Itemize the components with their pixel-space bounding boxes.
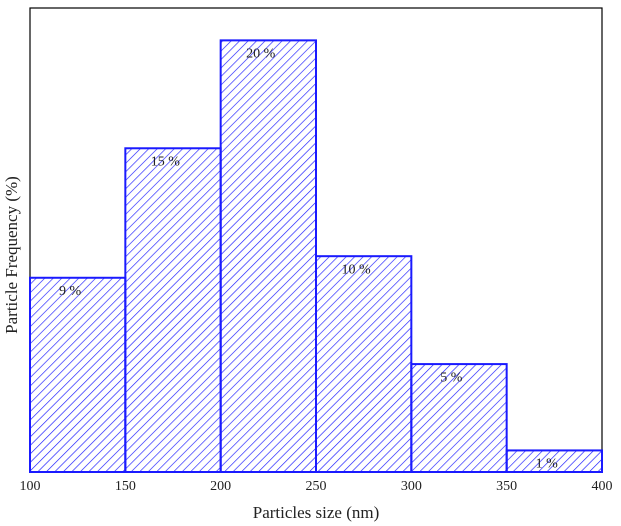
data-label: 20 % [246,47,276,62]
histogram-bar [219,39,318,473]
x-tick-label: 200 [210,479,231,494]
histogram-bar [505,449,603,474]
data-label: 15 % [151,154,181,169]
histogram-bar [315,255,413,473]
x-tick-label: 250 [306,479,327,494]
x-tick-label: 150 [115,479,136,494]
data-label: 10 % [341,262,371,277]
histogram-bar [29,276,127,474]
data-label: 9 % [59,284,82,299]
histogram-bar [410,363,508,473]
data-label: 5 % [440,370,463,385]
x-tick-label: 400 [592,479,613,494]
y-axis-label: Particle Frequency (%) [2,176,21,334]
histogram-bar [124,147,222,473]
x-tick-label: 300 [401,479,422,494]
data-label: 1 % [536,457,559,472]
x-tick-label: 100 [20,479,41,494]
x-axis-label: Particles size (nm) [253,503,380,522]
x-tick-label: 350 [496,479,517,494]
